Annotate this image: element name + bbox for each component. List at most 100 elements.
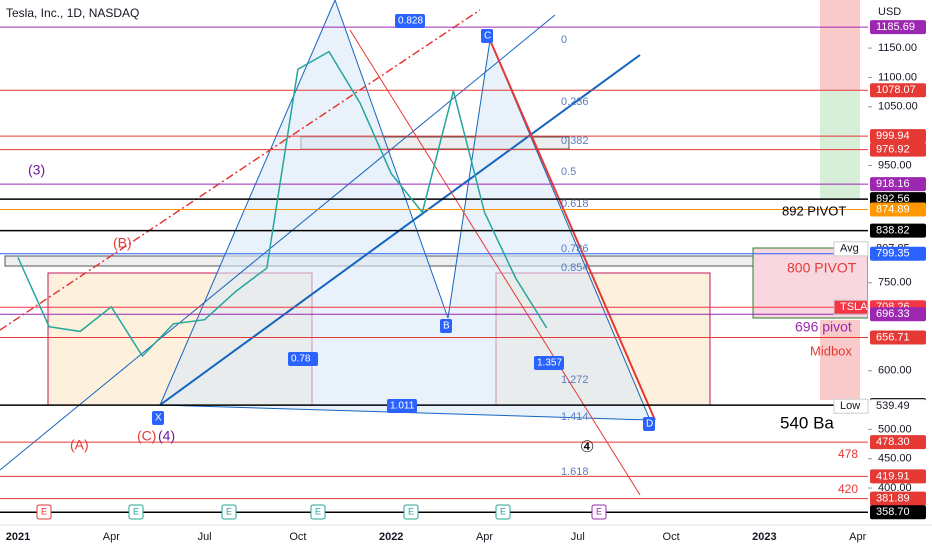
annotation: 0.236 xyxy=(561,96,589,108)
annotation-badge xyxy=(387,399,417,413)
annotation: (3) xyxy=(28,162,45,178)
currency: USD xyxy=(878,6,901,18)
annotation-badge xyxy=(440,319,452,333)
trend-line xyxy=(349,29,641,496)
annotation: 892 PIVOT xyxy=(782,203,846,218)
x-tick-label: Jul xyxy=(198,531,212,543)
annotation: 0 xyxy=(561,34,567,46)
annotation: 0.5 xyxy=(561,166,576,178)
annotation: 1.414 xyxy=(561,411,589,423)
time-axis xyxy=(0,525,932,550)
price-tag xyxy=(870,129,926,144)
tag-name: TSLA xyxy=(840,301,868,313)
x-tick-label: Oct xyxy=(663,531,680,543)
y-tick-label: 750.00 xyxy=(878,277,912,289)
price-tag-label: 1185.69 xyxy=(876,21,915,33)
channel xyxy=(0,14,556,471)
tag-name-bg xyxy=(833,241,869,257)
price-tag-label: 358.70 xyxy=(876,506,910,518)
y-tick-label: 950.00 xyxy=(878,159,912,171)
drawings xyxy=(0,0,869,496)
price-tag xyxy=(870,307,926,322)
annotation: 420 xyxy=(838,482,858,496)
y-tick-label: 600.00 xyxy=(878,365,912,377)
annotation: ④ xyxy=(580,439,594,456)
annotation: 800 PIVOT xyxy=(787,260,857,276)
price-tag xyxy=(870,20,926,35)
price-line xyxy=(17,50,548,358)
annotation: X xyxy=(155,413,162,424)
annotation-badge xyxy=(395,14,425,28)
y-tick-label: 1050.00 xyxy=(878,101,918,113)
chart-title: Tesla, Inc., 1D, NASDAQ xyxy=(6,6,139,20)
annotation: 1.272 xyxy=(561,374,589,386)
annotation: (4) xyxy=(158,428,175,444)
price-tag-label: 478.30 xyxy=(876,436,910,448)
event-marker xyxy=(310,504,326,520)
price-tag-label: 799.35 xyxy=(876,248,910,260)
event-label: E xyxy=(500,506,506,516)
price-tag xyxy=(870,177,926,192)
x-tick-label: Jul xyxy=(571,531,585,543)
x-tick-label: Oct xyxy=(289,531,306,543)
annotation: 696 pivot xyxy=(795,319,852,335)
price-tag xyxy=(870,505,926,520)
price-tag xyxy=(870,223,926,238)
event-label: E xyxy=(596,506,602,516)
price-tag-label: 976.92 xyxy=(876,144,910,156)
annotation: 540 Ba xyxy=(780,413,834,432)
price-tag xyxy=(870,435,926,450)
x-tick-label: Apr xyxy=(103,531,120,543)
annotation: 1.357 xyxy=(537,358,562,369)
price-tag-label: 1078.07 xyxy=(876,84,916,96)
annotation: 1.618 xyxy=(561,466,589,478)
x-tick-label: 2023 xyxy=(752,531,776,543)
event-label: E xyxy=(315,506,321,516)
event-marker xyxy=(128,504,144,520)
event-label: E xyxy=(226,506,232,516)
annotation: D xyxy=(646,419,653,430)
annotation: B xyxy=(443,321,450,332)
annotation-badge xyxy=(481,29,493,43)
annotation: 1.011 xyxy=(390,401,415,412)
y-tick-label: 400.00 xyxy=(878,482,912,494)
x-tick-label: 2022 xyxy=(379,531,403,543)
event-label: E xyxy=(41,506,47,516)
price-tag-label: 892.56 xyxy=(876,193,910,205)
annotation: 0.786 xyxy=(561,243,589,255)
annotation: 0.78 xyxy=(291,354,311,365)
axis-labels: 1185.69 1078.07 999.94 976.92 918.16 892.5687… xyxy=(833,20,926,520)
y-tick-label: 450.00 xyxy=(878,453,912,465)
tag-name: Low xyxy=(840,400,860,412)
price-tag xyxy=(870,83,926,98)
event-marker xyxy=(495,504,511,520)
annotation: (C) xyxy=(137,428,156,444)
price-tag-label: 918.16 xyxy=(876,178,910,190)
price-tag-label: 874.89 xyxy=(876,203,910,215)
annotation-badge xyxy=(288,352,318,366)
price-tag-label: 419.91 xyxy=(876,470,910,482)
annotation: 0.382 xyxy=(561,135,589,147)
event-marker xyxy=(36,504,52,520)
tag-name-bg xyxy=(833,398,869,414)
annotation: 478 xyxy=(838,447,858,461)
annotation: 0.828 xyxy=(398,16,423,27)
trend-line xyxy=(0,9,481,331)
y-tick-label: 500.00 xyxy=(878,423,912,435)
event-marker xyxy=(403,504,419,520)
price-tag xyxy=(870,142,926,157)
price-tag xyxy=(870,469,926,484)
price-tag xyxy=(870,246,926,261)
y-tick-label: 1100.00 xyxy=(878,71,917,83)
event-label: E xyxy=(408,506,414,516)
annotation-badge xyxy=(534,356,564,370)
harmonic-pattern xyxy=(159,0,651,421)
price-tag xyxy=(870,491,926,506)
price-tag-label: 381.89 xyxy=(876,493,910,505)
event-marker xyxy=(591,504,607,520)
zone xyxy=(820,320,860,400)
price-tag-label: 539.49 xyxy=(876,400,910,412)
tag-name-bg xyxy=(833,299,869,315)
price-tag-label: 696.33 xyxy=(876,308,910,320)
